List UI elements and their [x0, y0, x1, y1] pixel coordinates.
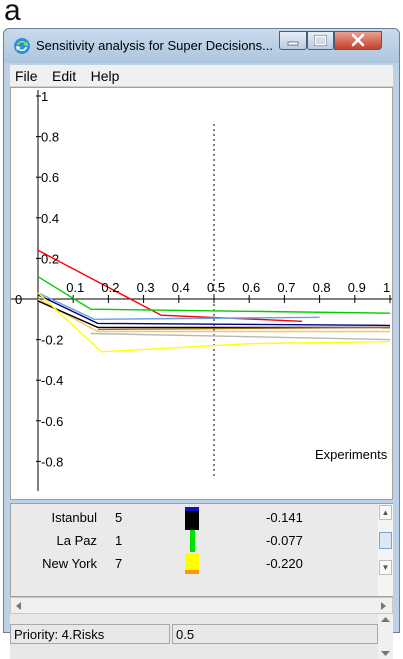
menu-file[interactable]: File — [15, 68, 38, 84]
alternative-color-bar — [185, 507, 199, 511]
menu-bar: File Edit Help — [10, 65, 393, 87]
x-tick-label: 1 — [383, 280, 390, 295]
x-tick-label: 0.1 — [66, 280, 84, 295]
alternative-name: Istanbul — [51, 510, 97, 525]
minimize-icon — [287, 41, 299, 46]
x-tick-label: 0.6 — [242, 280, 260, 295]
alternative-color-bar — [190, 530, 195, 552]
x-tick-label: 0 — [15, 292, 22, 307]
series-line-6 — [97, 326, 391, 331]
y-tick-label: 0.2 — [41, 251, 59, 266]
menu-help[interactable]: Help — [90, 68, 120, 84]
alternatives-table: Istanbul 5 -0.141 La Paz 1 -0.077 New York 7 -0.… — [10, 503, 393, 597]
alternative-row[interactable]: Istanbul 5 -0.141 — [11, 507, 371, 530]
window-title: Sensitivity analysis for Super Decisions… — [36, 38, 273, 53]
alternative-rank: 5 — [115, 510, 123, 525]
scroll-right-icon[interactable] — [379, 602, 387, 610]
x-tick-label: 0.5 — [207, 280, 225, 295]
title-bar[interactable]: Sensitivity analysis for Super Decisions… — [4, 29, 399, 63]
scroll-left-icon[interactable] — [15, 602, 23, 610]
series-line-8 — [37, 292, 391, 353]
refresh-arrows-icon — [14, 38, 30, 54]
status-bar: Priority: 4.Risks 0.5 — [10, 614, 393, 659]
series-line-7 — [90, 332, 391, 341]
x-tick-label: 0.8 — [313, 280, 331, 295]
alternative-color-bar — [185, 511, 199, 530]
alternatives-scrollbar[interactable]: ▲ ▼ — [378, 504, 393, 596]
alternative-value: -0.220 — [266, 556, 303, 571]
x-tick-label: 0.9 — [348, 280, 366, 295]
x-tick-label: 0.3 — [137, 280, 155, 295]
scroll-down-button[interactable]: ▼ — [379, 560, 392, 575]
maximize-icon — [314, 35, 327, 46]
x-axis-label: Experiments — [315, 447, 388, 462]
maximize-button[interactable] — [307, 31, 334, 50]
scroll-up-icon[interactable] — [381, 616, 390, 623]
y-tick-label: 0.4 — [41, 211, 59, 226]
scroll-up-button[interactable]: ▲ — [379, 505, 392, 520]
alternative-name: La Paz — [56, 533, 97, 548]
priority-label: Priority: 4.Risks — [10, 624, 170, 644]
sensitivity-plot[interactable]: 0 0.1 0.2 0.3 0.4 0.5 0.6 0.7 0.8 0.9 1 1 0.8 0.6 0.4 0… — [10, 87, 393, 500]
status-scrollbar[interactable] — [378, 614, 393, 659]
alternative-value: -0.141 — [266, 510, 303, 525]
series-line-2 — [37, 292, 320, 321]
y-tick-label: 0.8 — [41, 130, 59, 145]
x-tick-label: 0.2 — [101, 280, 119, 295]
close-icon — [351, 33, 365, 47]
y-tick-label: -0.8 — [41, 454, 63, 469]
alternative-rank: 7 — [115, 556, 123, 571]
close-button[interactable] — [334, 31, 382, 50]
series-line-3 — [37, 294, 391, 327]
series-line-0 — [37, 249, 303, 322]
y-tick-label: 0.6 — [41, 170, 59, 185]
menu-edit[interactable]: Edit — [52, 68, 77, 84]
sensitivity-chart: 0 0.1 0.2 0.3 0.4 0.5 0.6 0.7 0.8 0.9 1 1 0.8 0.6 0.4 0… — [11, 89, 392, 491]
scroll-thumb[interactable] — [379, 532, 392, 549]
x-tick-label: 0.7 — [277, 280, 295, 295]
alternative-color-bar — [185, 553, 199, 570]
x-tick-label: 0.4 — [172, 280, 190, 295]
alternative-value: -0.077 — [266, 533, 303, 548]
alternative-row[interactable]: La Paz 1 -0.077 — [11, 530, 371, 552]
figure-label: a — [4, 0, 21, 27]
y-tick-label: -0.4 — [41, 373, 63, 388]
scroll-down-icon[interactable] — [381, 650, 390, 657]
y-tick-label: 1 — [41, 89, 48, 104]
alternative-color-bar — [185, 570, 199, 574]
sensitivity-window: Sensitivity analysis for Super Decisions… — [3, 28, 400, 659]
minimize-button[interactable] — [279, 31, 307, 50]
y-tick-label: -0.6 — [41, 414, 63, 429]
horizontal-scrollbar[interactable] — [10, 597, 393, 614]
alternative-name: New York — [42, 556, 97, 571]
alternative-rank: 1 — [115, 533, 123, 548]
alternative-row[interactable]: New York 7 -0.220 — [11, 553, 371, 575]
series-line-1 — [37, 276, 391, 314]
priority-value[interactable]: 0.5 — [172, 624, 378, 644]
y-tick-label: -0.2 — [41, 333, 63, 348]
